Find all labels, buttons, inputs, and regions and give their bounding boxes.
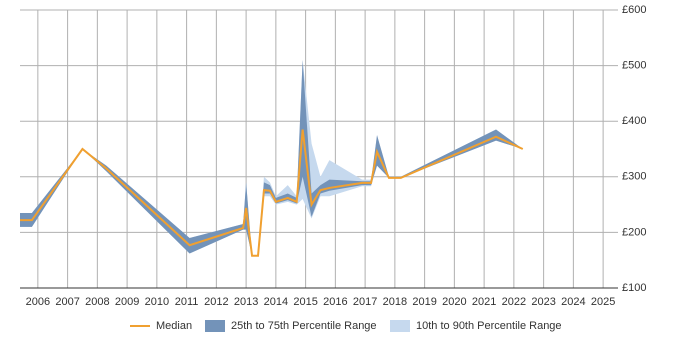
y-tick-label: £100 — [622, 282, 646, 294]
y-tick-label: £500 — [622, 60, 646, 72]
x-tick-label: 2017 — [353, 296, 377, 308]
x-tick-label: 2010 — [145, 296, 169, 308]
x-tick-label: 2009 — [115, 296, 139, 308]
x-tick-label: 2008 — [85, 296, 109, 308]
x-tick-label: 2006 — [26, 296, 50, 308]
x-tick-label: 2007 — [55, 296, 79, 308]
legend-label: Median — [156, 320, 192, 332]
x-tick-label: 2015 — [293, 296, 317, 308]
legend-swatch — [205, 320, 225, 332]
x-tick-label: 2013 — [234, 296, 258, 308]
y-tick-label: £400 — [622, 115, 646, 127]
x-tick-label: 2016 — [323, 296, 347, 308]
legend-label: 10th to 90th Percentile Range — [416, 320, 562, 332]
x-tick-label: 2024 — [561, 296, 585, 308]
x-tick-label: 2021 — [472, 296, 496, 308]
x-tick-label: 2012 — [204, 296, 228, 308]
legend-swatch — [390, 320, 410, 332]
x-tick-label: 2023 — [531, 296, 555, 308]
median-line — [20, 129, 524, 257]
legend-label: 25th to 75th Percentile Range — [231, 320, 377, 332]
x-tick-label: 2011 — [175, 296, 199, 308]
x-tick-label: 2018 — [383, 296, 407, 308]
x-tick-label: 2025 — [591, 296, 615, 308]
y-tick-label: £200 — [622, 226, 646, 238]
x-tick-label: 2014 — [264, 296, 288, 308]
y-tick-label: £300 — [622, 171, 646, 183]
percentile-band — [20, 60, 523, 256]
x-tick-label: 2019 — [412, 296, 436, 308]
y-tick-label: £600 — [622, 4, 646, 16]
x-tick-label: 2022 — [502, 296, 526, 308]
x-tick-label: 2020 — [442, 296, 466, 308]
